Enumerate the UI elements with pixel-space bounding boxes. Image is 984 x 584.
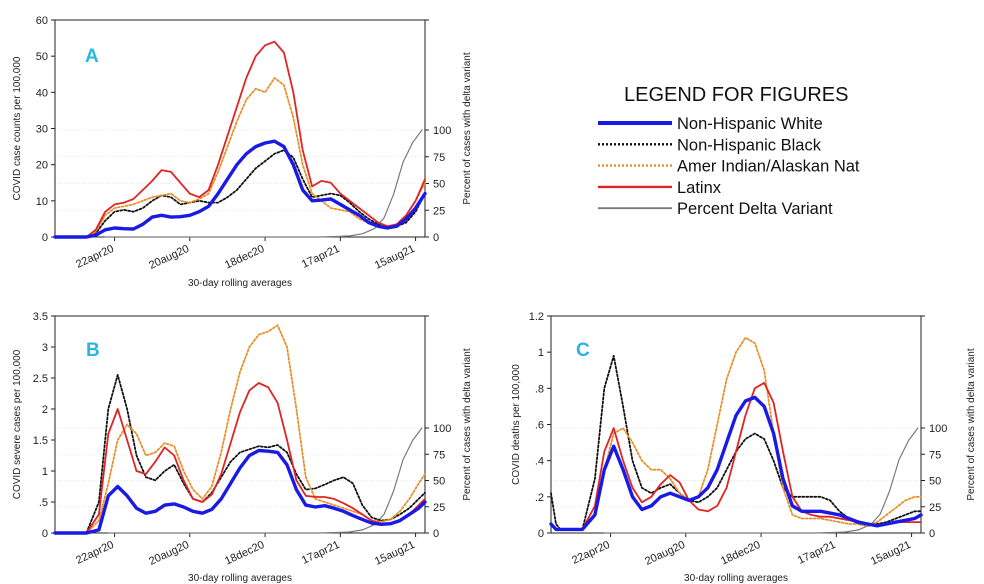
x-tick-label: 15aug21 <box>373 243 417 272</box>
legend-entries: Non-Hispanic White Non-Hispanic Black Amer… <box>598 115 860 218</box>
y-tick-label: .6 <box>535 420 544 432</box>
legend-label-3: Latinx <box>677 179 722 197</box>
y-tick-label: 20 <box>36 160 48 172</box>
x-tick-label: 18dec20 <box>719 539 762 568</box>
y-tick-label: 30 <box>36 124 48 136</box>
y-tick-label: 2.5 <box>33 373 48 385</box>
x-axis-label: 30-day rolling averages <box>188 278 292 289</box>
y-tick-label: .2 <box>535 492 544 504</box>
y-tick-label: 10 <box>36 196 48 208</box>
y-tick-label: .4 <box>535 456 544 468</box>
legend-label-1: Non-Hispanic Black <box>677 136 822 154</box>
y-tick-label: 1.2 <box>529 311 544 323</box>
y-axis-label: COVID severe cases per 100,000 <box>12 349 23 499</box>
series-line-non-hispanic-black <box>54 373 426 534</box>
x-tick-label: 20aug20 <box>147 539 191 568</box>
y-tick-label: 3.5 <box>33 311 48 323</box>
y-axis-label: COVID case counts per 100,000 <box>12 56 23 200</box>
x-tick-label: 20aug20 <box>643 539 687 568</box>
x-axis-label: 30-day rolling averages <box>684 573 788 584</box>
legend: LEGEND FOR FIGURES Non-Hispanic WhiteNon… <box>598 84 860 218</box>
y-tick-label: 0 <box>42 232 48 244</box>
series-line-non-hispanic-black <box>550 354 922 531</box>
series-line-percent-delta-variant <box>104 129 423 238</box>
plot-frame <box>550 315 922 534</box>
x-tick-label: 22apr20 <box>570 539 612 567</box>
y2-tick-label: 75 <box>433 152 445 164</box>
series-line-amer-indian-alaskan-nat <box>54 77 426 238</box>
y-tick-label: 0 <box>42 528 48 540</box>
x-tick-label: 18dec20 <box>223 243 266 272</box>
y-tick-label: 40 <box>36 87 48 99</box>
x-tick-label: 18dec20 <box>223 539 266 568</box>
y-tick-label: 50 <box>36 51 48 63</box>
x-tick-label: 17apr21 <box>300 243 342 271</box>
y-tick-label: 0 <box>538 528 544 540</box>
y2-axis-label: Percent of cases with delta variant <box>462 52 473 205</box>
y2-axis-label: Percent of cases with delta variant <box>966 348 977 501</box>
series-line-latinx <box>54 40 426 238</box>
y2-tick-label: 100 <box>433 423 451 435</box>
series-line-latinx <box>550 381 922 531</box>
y2-tick-label: 25 <box>433 205 445 217</box>
y-tick-label: 1 <box>42 466 48 478</box>
panel-letter: C <box>576 340 590 361</box>
y2-tick-label: 0 <box>433 232 439 244</box>
legend-label-4: Percent Delta Variant <box>677 200 833 218</box>
y-tick-label: 60 <box>36 15 48 27</box>
x-tick-label: 20aug20 <box>147 243 191 272</box>
y-tick-label: 1.5 <box>33 435 48 447</box>
y-tick-label: .5 <box>39 497 48 509</box>
x-tick-label: 17apr21 <box>300 539 342 567</box>
y-axis-label: COVID deaths per 100,000 <box>511 364 522 485</box>
x-tick-label: 17apr21 <box>796 539 838 567</box>
panel-letter: A <box>85 46 99 67</box>
panel-b: 0 .5 1 1.5 2 2.5 3 3.5 0 25 50 75 100 22apr20 20aug20 1… <box>12 311 473 584</box>
y2-tick-label: 25 <box>433 502 445 514</box>
y-tick-label: 2 <box>42 404 48 416</box>
y2-tick-label: 0 <box>433 528 439 540</box>
series-line-non-hispanic-black <box>54 149 426 238</box>
series-line-non-hispanic-white <box>549 395 923 532</box>
panel-letter: B <box>86 340 100 361</box>
panel-c: 0 .2 .4 .6 .8 1 1.2 0 25 50 75 100 22apr20 20aug20 18d… <box>511 311 977 584</box>
x-tick-label: 15aug21 <box>373 539 417 568</box>
y2-axis-label: Percent of cases with delta variant <box>462 348 473 501</box>
series-line-non-hispanic-white <box>53 139 427 239</box>
y2-tick-label: 100 <box>433 125 451 137</box>
y-tick-label: .8 <box>535 383 544 395</box>
x-tick-label: 22apr20 <box>74 539 116 567</box>
x-tick-label: 22apr20 <box>74 243 116 271</box>
y2-tick-label: 50 <box>433 476 445 488</box>
y2-tick-label: 0 <box>929 528 935 540</box>
x-tick-label: 15aug21 <box>869 539 913 568</box>
y2-tick-label: 50 <box>433 179 445 191</box>
panel-a: 0 10 20 30 40 50 60 0 25 50 75 100 22apr20 20aug20 18d… <box>12 15 473 289</box>
y2-tick-label: 75 <box>433 449 445 461</box>
legend-title: LEGEND FOR FIGURES <box>624 84 848 106</box>
y-tick-label: 3 <box>42 342 48 354</box>
y-tick-label: 1 <box>538 347 544 359</box>
y2-tick-label: 75 <box>929 449 941 461</box>
plot-frame <box>54 315 426 534</box>
series-line-non-hispanic-white <box>53 448 427 535</box>
series-line-amer-indian-alaskan-nat <box>550 336 922 531</box>
legend-label-2: Amer Indian/Alaskan Nat <box>677 158 860 176</box>
y2-tick-label: 50 <box>929 476 941 488</box>
x-axis-label: 30-day rolling averages <box>188 573 292 584</box>
plot-frame <box>54 19 426 238</box>
series-line-latinx <box>54 382 426 534</box>
legend-label-0: Non-Hispanic White <box>677 115 823 133</box>
y2-tick-label: 25 <box>929 502 941 514</box>
y2-tick-label: 100 <box>929 423 947 435</box>
